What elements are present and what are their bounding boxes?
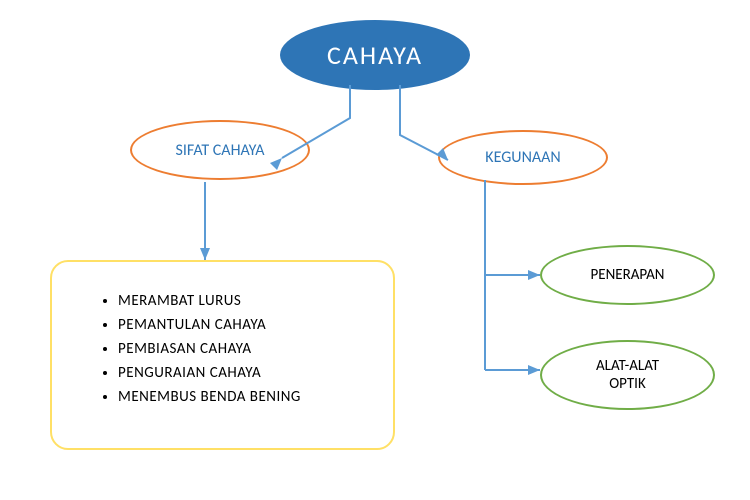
node-sifat-cahaya-label: SIFAT CAHAYA — [176, 141, 265, 160]
list-item: PEMBIASAN CAHAYA — [118, 340, 365, 358]
list-item: PEMANTULAN CAHAYA — [118, 316, 365, 334]
node-alat-optik-line1: ALAT-ALAT — [596, 357, 659, 375]
node-kegunaan-label: KEGUNAAN — [485, 148, 560, 167]
root-node: CAHAYA — [280, 20, 470, 90]
root-label: CAHAYA — [327, 39, 423, 71]
list-item: MERAMBAT LURUS — [118, 292, 365, 310]
list-item: MENEMBUS BENDA BENING — [118, 388, 365, 406]
node-penerapan-label: PENERAPAN — [591, 266, 665, 284]
sifat-list: MERAMBAT LURUS PEMANTULAN CAHAYA PEMBIAS… — [80, 292, 365, 406]
list-item: PENGURAIAN CAHAYA — [118, 364, 365, 382]
node-penerapan: PENERAPAN — [540, 245, 715, 305]
sifat-list-box: MERAMBAT LURUS PEMANTULAN CAHAYA PEMBIAS… — [50, 260, 395, 450]
node-alat-optik-line2: OPTIK — [596, 375, 659, 393]
node-sifat-cahaya: SIFAT CAHAYA — [130, 120, 310, 180]
node-alat-optik: ALAT-ALAT OPTIK — [540, 340, 715, 410]
node-kegunaan: KEGUNAAN — [438, 130, 608, 185]
